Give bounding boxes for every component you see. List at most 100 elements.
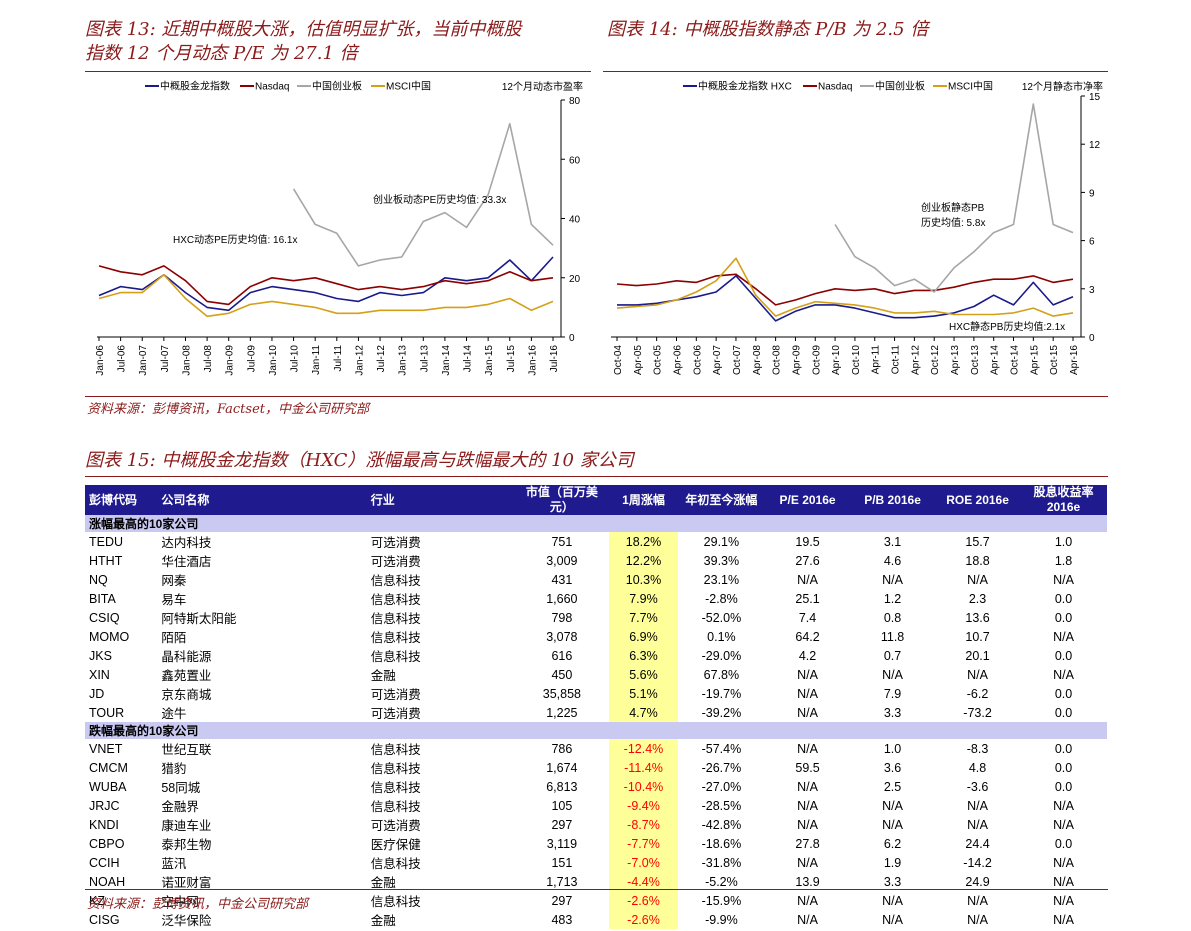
x-tick-label: Oct-06 xyxy=(692,345,703,375)
series-line-hxc xyxy=(98,256,554,312)
cell-industry: 信息科技 xyxy=(370,574,421,588)
legend-label-nasdaq: Nasdaq xyxy=(818,82,852,93)
table-section-label: 涨幅最高的10家公司 xyxy=(85,515,1107,532)
cell-industry: 信息科技 xyxy=(370,800,421,814)
cell-week-change: 18.2% xyxy=(609,532,678,551)
table-row: VNET 世纪互联 信息科技 786 -12.4% -57.4% N/A 1.0 -8.3 0.0 xyxy=(85,739,1107,758)
col-header-ticker: 彭博代码 xyxy=(85,485,158,515)
cell-ytd-change: -18.6% xyxy=(701,836,742,851)
col-header-industry: 行业 xyxy=(366,485,515,515)
x-tick-label: Jan-11 xyxy=(311,345,322,375)
cell-company: 泛华保险 xyxy=(161,914,212,928)
cell-market-cap: 616 xyxy=(551,648,573,663)
cell-pb: 3.3 xyxy=(883,705,902,720)
cell-company: 网秦 xyxy=(161,574,187,588)
source-note-table: 资料来源：彭博资讯，中金公司研究部 xyxy=(87,897,309,912)
chart-pe-yaxis-title: 12个月动态市盈率 xyxy=(502,80,583,93)
cell-market-cap: 798 xyxy=(551,610,573,625)
x-tick-label: Apr-10 xyxy=(831,345,842,375)
cell-ytd-change: -29.0% xyxy=(701,648,742,663)
chart-pb-yaxis-title: 12个月静态市净率 xyxy=(1022,80,1103,93)
x-tick-label: Oct-04 xyxy=(613,345,624,375)
cell-pe: N/A xyxy=(797,817,818,832)
x-tick-label: Jan-09 xyxy=(225,345,236,376)
cell-pe: 25.1 xyxy=(795,591,820,606)
title-rule-right xyxy=(603,71,1108,72)
cell-roe: 24.4 xyxy=(965,836,990,851)
cell-week-change: -2.6% xyxy=(609,891,678,910)
cell-pb: N/A xyxy=(882,667,903,682)
cell-week-change: -7.7% xyxy=(609,834,678,853)
chart-pe-annotation-chinext: 创业板动态PE历史均值: 33.3x xyxy=(373,193,506,206)
series-line-nasdaq xyxy=(616,273,1074,306)
series-line-hxc xyxy=(617,275,1074,322)
cell-week-change: 6.3% xyxy=(609,646,678,665)
cell-roe: 10.7 xyxy=(965,629,990,644)
cell-market-cap: 105 xyxy=(551,798,573,813)
cell-roe: -73.2 xyxy=(963,705,992,720)
cell-ticker: JD xyxy=(89,686,105,701)
cell-ytd-change: -52.0% xyxy=(701,610,742,625)
cell-market-cap: 35,858 xyxy=(542,686,581,701)
cell-pb: 0.8 xyxy=(883,610,902,625)
cell-company: 蓝汛 xyxy=(161,857,187,871)
legend-label-msci: MSCI中国 xyxy=(386,80,431,93)
cell-pb: 0.7 xyxy=(883,648,902,663)
cell-pb: 4.6 xyxy=(883,553,902,568)
x-tick-label: Oct-05 xyxy=(653,345,664,375)
cell-roe: -3.6 xyxy=(966,779,989,794)
col-header-pb: P/B 2016e xyxy=(850,485,936,515)
cell-company: 泰邦生物 xyxy=(161,838,212,852)
cell-pe: 4.2 xyxy=(798,648,817,663)
chart-pb-legend: 中概股金龙指数 HXC Nasdaq 中国创业板 MSCI中国 xyxy=(683,80,993,93)
cell-company: 58同城 xyxy=(161,781,201,795)
cell-pe: N/A xyxy=(797,855,818,870)
title-rule-table xyxy=(85,476,1108,477)
cell-pe: N/A xyxy=(797,741,818,756)
cell-dividend: N/A xyxy=(1053,912,1074,927)
x-tick-label: Jul-07 xyxy=(160,345,171,373)
x-tick-label: Jan-13 xyxy=(398,345,409,376)
x-tick-label: Jan-14 xyxy=(441,345,452,376)
cell-ytd-change: -2.8% xyxy=(705,591,738,606)
cell-roe: N/A xyxy=(967,572,988,587)
x-tick-label: Apr-07 xyxy=(712,345,723,375)
cell-pb: 1.2 xyxy=(883,591,902,606)
x-tick-label: Oct-14 xyxy=(1010,345,1021,375)
figure-14-title: 图表 14: 中概股指数静态 P/B 为 2.5 倍 xyxy=(607,19,929,40)
y-tick-label: 12 xyxy=(1089,140,1101,151)
cell-ticker: CCIH xyxy=(89,855,120,870)
cell-ytd-change: -19.7% xyxy=(701,686,742,701)
cell-roe: -14.2 xyxy=(963,855,992,870)
legend-label-hxc: 中概股金龙指数 xyxy=(160,80,230,93)
table-row: CCIH 蓝汛 信息科技 151 -7.0% -31.8% N/A 1.9 -14.2 N/A xyxy=(85,853,1107,872)
cell-week-change: -11.4% xyxy=(609,758,678,777)
table-row: JRJC 金融界 信息科技 105 -9.4% -28.5% N/A N/A N/A N/A xyxy=(85,796,1107,815)
cell-industry: 医疗保健 xyxy=(370,838,421,852)
x-tick-label: Apr-15 xyxy=(1029,345,1040,375)
table-row: KNDI 康迪车业 可选消费 297 -8.7% -42.8% N/A N/A N/A N/A xyxy=(85,815,1107,834)
x-tick-label: Jan-15 xyxy=(484,345,495,376)
cell-dividend: 0.0 xyxy=(1054,760,1073,775)
x-tick-label: Oct-07 xyxy=(732,345,743,375)
cell-industry: 可选消费 xyxy=(370,819,421,833)
cell-ytd-change: -42.8% xyxy=(701,817,742,832)
x-tick-label: Oct-11 xyxy=(891,345,902,375)
cell-ticker: NOAH xyxy=(89,874,126,889)
chart-pe: 中概股金龙指数 Nasdaq 中国创业板 MSCI中国 12个月动态市盈率 0 20 40… xyxy=(95,80,583,376)
cell-ticker: XIN xyxy=(89,667,110,682)
table-section-row: 跌幅最高的10家公司 xyxy=(85,722,1107,739)
cell-ytd-change: 23.1% xyxy=(703,572,740,587)
cell-pb: 3.6 xyxy=(883,760,902,775)
cell-ytd-change: 67.8% xyxy=(703,667,740,682)
chart-pb-annotation-chinext-2: 历史均值: 5.8x xyxy=(921,216,985,229)
x-tick-label: Jul-12 xyxy=(376,345,387,373)
chart-pb-annotation-hxc: HXC静态PB历史均值:2.1x xyxy=(949,320,1065,333)
cell-week-change: 6.9% xyxy=(609,627,678,646)
x-tick-label: Oct-15 xyxy=(1049,345,1060,375)
cell-week-change: 5.1% xyxy=(609,684,678,703)
x-tick-label: Jul-08 xyxy=(203,345,214,373)
cell-company: 途牛 xyxy=(161,707,187,721)
cell-pb: 1.9 xyxy=(883,855,902,870)
cell-market-cap: 450 xyxy=(551,667,573,682)
